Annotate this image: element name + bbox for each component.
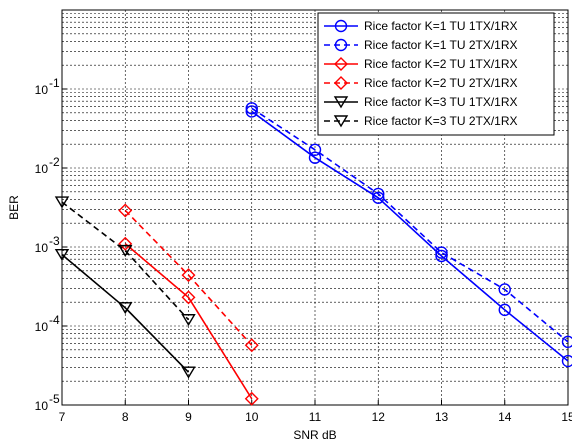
triangle-marker (118, 302, 133, 315)
legend-box (317, 12, 555, 136)
y-tick-label: 10 (35, 399, 49, 413)
series-line (124, 209, 253, 346)
y-tick-exponent: -3 (49, 234, 60, 248)
triangle-marker (181, 314, 196, 327)
x-tick-label: 8 (122, 410, 129, 424)
diamond-marker (244, 391, 259, 406)
series-group (54, 102, 572, 406)
diamond-marker (118, 236, 133, 251)
series-6 (54, 196, 196, 327)
circle-marker (245, 105, 258, 118)
diamond-marker (244, 338, 259, 353)
series-4 (118, 203, 259, 353)
legend: Rice factor K=1 TU 1TX/1RX Rice factor K=… (317, 12, 555, 136)
circle-marker (498, 303, 511, 317)
circle-marker (308, 151, 322, 164)
circle-marker (498, 283, 511, 296)
legend-entry-label: Rice factor K=3 TU 1TX/1RX (364, 95, 518, 109)
triangle-marker (333, 96, 349, 109)
diamond-marker (118, 203, 133, 218)
circle-marker (334, 38, 348, 52)
y-tick-exponent: -4 (49, 313, 60, 327)
series-line (251, 107, 569, 343)
x-tick-label: 12 (372, 410, 386, 424)
triangle-marker (118, 244, 133, 257)
series-line (251, 110, 569, 362)
y-tick-label: 10 (35, 320, 49, 334)
x-tick-label: 7 (59, 410, 66, 424)
series-3 (118, 236, 259, 406)
series-line (124, 243, 253, 400)
triangle-marker (54, 248, 70, 262)
y-tick-label: 10 (35, 241, 49, 255)
diamond-marker (181, 268, 196, 283)
circle-marker (561, 354, 572, 368)
series-2 (245, 102, 572, 349)
legend-entry-label: Rice factor K=2 TU 1TX/1RX (364, 57, 518, 71)
x-tick-label: 11 (309, 410, 322, 424)
y-tick-label: 10 (35, 162, 49, 176)
diamond-marker (181, 290, 196, 305)
diamond-marker (334, 76, 348, 90)
triangle-marker (181, 366, 196, 379)
triangle-marker (333, 115, 349, 128)
legend-entry-label: Rice factor K=1 TU 2TX/1RX (364, 38, 518, 52)
circle-marker (308, 143, 322, 156)
legend-entry-label: Rice factor K=3 TU 2TX/1RX (364, 114, 518, 128)
triangle-marker (54, 196, 70, 209)
series-line (61, 201, 190, 321)
x-axis-label: SNR dB (293, 428, 336, 442)
legend-entry-label: Rice factor K=1 TU 1TX/1RX (364, 19, 518, 33)
circle-marker (334, 19, 348, 33)
circle-marker (561, 335, 572, 349)
diamond-marker (334, 57, 348, 71)
x-tick-label: 10 (245, 410, 259, 424)
y-tick-exponent: -5 (49, 392, 60, 406)
x-tick-label: 13 (435, 410, 449, 424)
y-tick-exponent: -1 (49, 76, 60, 90)
x-tick-label: 14 (498, 410, 512, 424)
series-line (61, 254, 190, 373)
circle-marker (245, 102, 258, 115)
legend-entry-label: Rice factor K=2 TU 2TX/1RX (364, 76, 518, 90)
x-tick-label: 15 (561, 410, 572, 424)
y-tick-exponent: -2 (49, 155, 60, 169)
series-5 (54, 248, 196, 379)
x-tick-label: 9 (185, 410, 192, 424)
y-tick-label: 10 (35, 83, 49, 97)
circle-marker (372, 191, 385, 204)
series-1 (245, 105, 572, 368)
y-axis-label: BER (7, 195, 21, 220)
circle-marker (435, 246, 448, 259)
circle-marker (372, 187, 385, 201)
